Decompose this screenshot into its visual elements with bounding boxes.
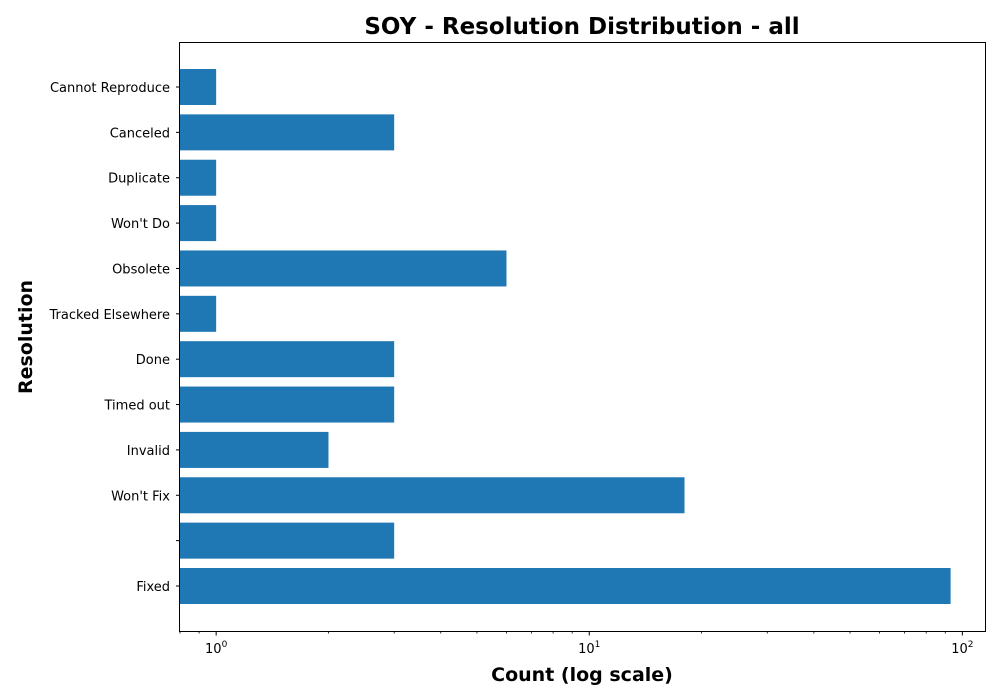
bar-won-t-fix	[180, 477, 685, 514]
y-tick-label: Invalid	[127, 444, 170, 459]
y-tick-label: Cannot Reproduce	[50, 81, 170, 96]
x-tick-label: 101	[578, 640, 600, 657]
y-tick-label: Done	[136, 353, 170, 368]
y-tick-label: Duplicate	[108, 172, 170, 187]
y-tick-label: Timed out	[104, 399, 171, 414]
bar-cannot-reproduce	[180, 69, 217, 105]
y-tick-label: Won't Fix	[111, 489, 170, 504]
bar-tracked-elsewhere	[180, 295, 217, 332]
bar-canceled	[180, 114, 395, 151]
bar-invalid	[180, 431, 329, 468]
y-tick-label: Tracked Elsewhere	[49, 308, 170, 323]
bar-obsolete	[180, 250, 507, 287]
bar-timed-out	[180, 386, 395, 423]
bar-done	[180, 341, 395, 378]
y-tick-label: Won't Do	[111, 217, 170, 232]
bar-duplicate	[180, 159, 217, 196]
x-axis-ticks: 100 101 102	[179, 631, 973, 657]
bar-unlabeled	[180, 522, 395, 559]
plot-frame	[179, 42, 986, 632]
y-axis-ticks: Cannot Reproduce Canceled Duplicate Won't D…	[49, 81, 180, 595]
y-tick-label: Fixed	[136, 580, 170, 595]
y-tick-label: Obsolete	[112, 262, 170, 277]
chart-title: SOY - Resolution Distribution - all	[364, 14, 799, 40]
y-axis-title: Resolution	[15, 280, 37, 394]
bar-won-t-do	[180, 205, 217, 242]
x-tick-label: 102	[951, 640, 973, 657]
x-tick-label: 100	[205, 640, 228, 657]
bars-layer	[180, 69, 951, 604]
y-tick-label: Canceled	[110, 126, 170, 141]
bar-fixed	[180, 568, 951, 604]
x-axis-title: Count (log scale)	[491, 664, 673, 686]
